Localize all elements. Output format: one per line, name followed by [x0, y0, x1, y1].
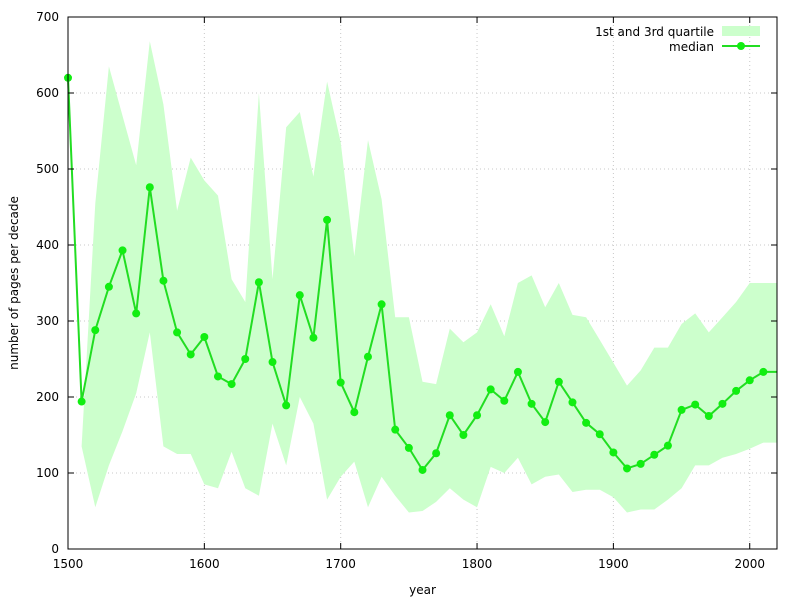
median-point [309, 333, 318, 342]
x-tick-label: 2000 [734, 557, 765, 571]
median-point [91, 326, 100, 335]
y-tick-label: 200 [36, 390, 59, 404]
plot-frame [67, 16, 778, 550]
median-point [718, 399, 727, 408]
median-point [295, 291, 304, 300]
median-point [759, 367, 768, 376]
x-tick-label: 1800 [462, 557, 493, 571]
y-tick-label: 100 [36, 466, 59, 480]
axis-ticks: 0 100 200 300 400 500 600 700 1500 1600 1700 1800 19… [36, 10, 777, 571]
legend-swatch-quartile [722, 26, 760, 36]
median-point [650, 450, 659, 459]
y-tick-label: 400 [36, 238, 59, 252]
x-tick-label: 1700 [325, 557, 356, 571]
median-point [227, 380, 236, 389]
median-point [363, 352, 372, 361]
y-tick-label: 300 [36, 314, 59, 328]
median-point [77, 397, 86, 406]
median-point [282, 401, 291, 410]
median-point [323, 215, 332, 224]
median-point [173, 328, 182, 337]
median-point [445, 411, 454, 420]
median-point [159, 276, 168, 285]
median-point [636, 459, 645, 468]
median-point [186, 350, 195, 359]
median-point [104, 282, 113, 291]
x-tick-label: 1500 [53, 557, 84, 571]
median-point [404, 443, 413, 452]
median-point [459, 431, 468, 439]
y-tick-label: 600 [36, 86, 59, 100]
legend-label-quartile: 1st and 3rd quartile [595, 25, 714, 39]
quartile-band [68, 41, 777, 513]
median-point [254, 278, 263, 287]
gridlines [68, 17, 777, 549]
y-tick-label: 0 [51, 542, 59, 556]
median-point [609, 448, 618, 457]
median-point [241, 355, 250, 363]
median-point [568, 398, 577, 407]
y-tick-label: 500 [36, 162, 59, 176]
median-point [118, 246, 127, 255]
median-point [582, 418, 591, 427]
median-point [691, 400, 700, 409]
legend-label-median: median [669, 40, 714, 54]
median-point [500, 396, 509, 405]
median-point [745, 376, 754, 385]
x-axis-label: year [409, 583, 436, 597]
y-axis-label: number of pages per decade [7, 196, 21, 370]
median-point [350, 408, 359, 417]
median-point [704, 412, 713, 420]
median-point [554, 377, 563, 386]
legend-swatch-median-marker [737, 42, 745, 50]
x-tick-label: 1900 [598, 557, 629, 571]
median-point [268, 358, 277, 367]
median-point [527, 399, 536, 408]
median-point [145, 183, 154, 192]
median-point [391, 425, 400, 434]
median-point [486, 385, 495, 394]
median-point [418, 465, 427, 474]
median-point [732, 386, 741, 395]
median-point [623, 464, 632, 473]
median-point [677, 405, 686, 414]
median-point [377, 300, 386, 309]
median-point [473, 411, 482, 420]
median-point [200, 332, 209, 341]
median-point [213, 372, 222, 381]
median-markers [64, 73, 768, 474]
y-tick-label: 700 [36, 10, 59, 24]
median-point [513, 367, 522, 376]
median-point [336, 378, 345, 387]
median-point [595, 430, 604, 439]
median-point [432, 449, 441, 458]
x-tick-label: 1600 [189, 557, 220, 571]
legend: 1st and 3rd quartile median [595, 25, 760, 54]
median-point [663, 441, 672, 450]
median-point [541, 418, 550, 427]
median-point [132, 309, 141, 318]
